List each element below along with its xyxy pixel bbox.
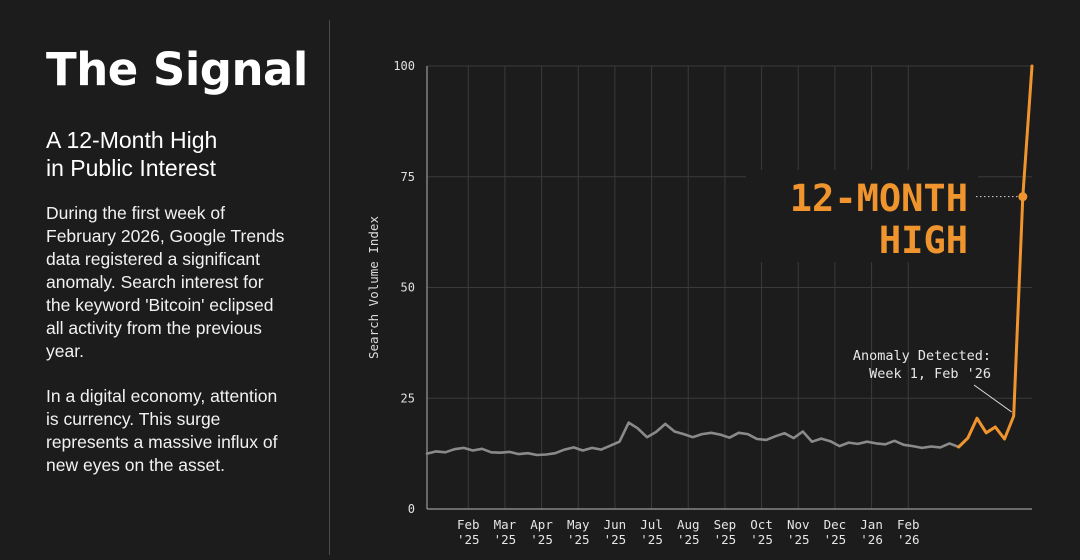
anomaly-label-line-2: Week 1, Feb '26 (869, 366, 991, 382)
x-tick-label-month: Mar (494, 517, 517, 532)
x-tick-label-year: '25 (787, 532, 810, 547)
subtitle-line-2: in Public Interest (46, 155, 217, 181)
x-tick-label-month: Jan (860, 517, 883, 532)
y-tick-label: 0 (408, 502, 415, 516)
divider (329, 20, 330, 555)
x-tick-label-year: '26 (860, 532, 883, 547)
x-tick-label-year: '25 (567, 532, 590, 547)
x-tick-label-year: '25 (714, 532, 737, 547)
peak-marker (1018, 192, 1028, 202)
y-tick-label: 50 (401, 281, 415, 295)
x-tick-label-month: May (567, 517, 590, 532)
x-tick-label-year: '25 (677, 532, 700, 547)
page-title: The Signal (46, 43, 308, 96)
x-tick-label-month: Sep (714, 517, 737, 532)
x-tick-label-month: Jul (640, 517, 663, 532)
y-tick-label: 100 (393, 59, 415, 73)
x-tick-label-year: '25 (604, 532, 627, 547)
y-tick-label: 75 (401, 170, 415, 184)
peak-label-line-1: 12-MONTH (790, 177, 968, 220)
highlight-series-line (957, 64, 1034, 449)
sidebar: The Signal A 12-Month High in Public Int… (46, 42, 308, 477)
anomaly-label-line-1: Anomaly Detected: (853, 348, 991, 364)
subtitle-line-1: A 12-Month High (46, 127, 218, 153)
x-tick-label-month: Nov (787, 517, 810, 532)
x-tick-label-month: Jun (604, 517, 627, 532)
x-tick-label-year: '25 (640, 532, 663, 547)
y-axis-label: Search Volume Index (366, 216, 381, 359)
x-tick-label-month: Aug (677, 517, 700, 532)
x-tick-label-month: Feb (457, 517, 480, 532)
x-tick-label-year: '25 (824, 532, 847, 547)
x-tick-label-year: '25 (457, 532, 480, 547)
x-tick-label-year: '25 (494, 532, 517, 547)
x-tick-label-month: Dec (824, 517, 847, 532)
description-paragraph-2: In a digital economy, attention is curre… (46, 386, 278, 475)
x-tick-label-year: '26 (897, 532, 920, 547)
x-tick-label-year: '25 (530, 532, 553, 547)
subtitle: A 12-Month High in Public Interest (46, 126, 286, 182)
peak-label-line-2: HIGH (879, 219, 968, 262)
anomaly-leader-line (973, 384, 1012, 413)
x-tick-label-month: Oct (750, 517, 773, 532)
baseline-series-line (425, 421, 961, 457)
description-paragraph-1: During the first week of February 2026, … (46, 203, 285, 361)
x-tick-label-month: Feb (897, 517, 920, 532)
y-tick-label: 25 (401, 391, 415, 405)
x-tick-label-year: '25 (750, 532, 773, 547)
peak-label-backdrop (746, 170, 978, 262)
x-tick-label-month: Apr (530, 517, 553, 532)
